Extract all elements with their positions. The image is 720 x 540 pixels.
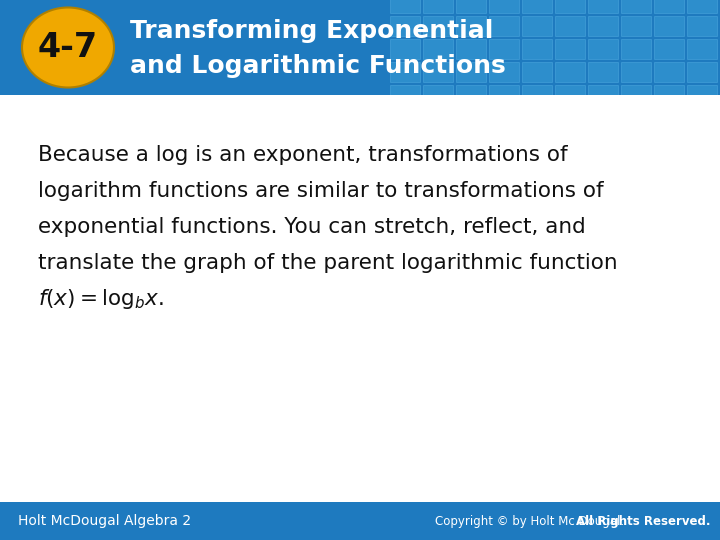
Text: Copyright © by Holt Mc Dougal.: Copyright © by Holt Mc Dougal. (435, 515, 710, 528)
Bar (588, 85, 618, 105)
Bar (390, 39, 420, 59)
Text: translate the graph of the parent logarithmic function: translate the graph of the parent logari… (38, 253, 618, 273)
Bar (390, 0, 420, 13)
Bar (522, 0, 552, 13)
Bar (390, 85, 420, 105)
Bar (621, 16, 651, 36)
Text: 4-7: 4-7 (38, 31, 98, 64)
Bar (522, 16, 552, 36)
Bar (423, 62, 453, 82)
Bar (687, 16, 717, 36)
Bar (687, 85, 717, 105)
Bar (423, 39, 453, 59)
Bar (456, 62, 486, 82)
Bar (555, 62, 585, 82)
Bar (687, 62, 717, 82)
Bar (489, 62, 519, 82)
Bar (390, 62, 420, 82)
Bar (654, 39, 684, 59)
Bar (522, 39, 552, 59)
Bar (489, 16, 519, 36)
Bar (588, 62, 618, 82)
Text: Transforming Exponential: Transforming Exponential (130, 19, 493, 43)
Bar (621, 39, 651, 59)
Bar (489, 85, 519, 105)
Text: and Logarithmic Functions: and Logarithmic Functions (130, 55, 505, 78)
Bar (489, 39, 519, 59)
Bar (456, 39, 486, 59)
Bar (621, 0, 651, 13)
Ellipse shape (22, 8, 114, 87)
Bar (588, 39, 618, 59)
Bar (522, 85, 552, 105)
Bar (555, 85, 585, 105)
Text: Because a log is an exponent, transformations of: Because a log is an exponent, transforma… (38, 145, 567, 165)
Text: All Rights Reserved.: All Rights Reserved. (575, 515, 710, 528)
Bar (423, 85, 453, 105)
Bar (654, 62, 684, 82)
Bar (555, 39, 585, 59)
Text: logarithm functions are similar to transformations of: logarithm functions are similar to trans… (38, 181, 603, 201)
Bar (654, 0, 684, 13)
Bar (522, 62, 552, 82)
Bar (621, 62, 651, 82)
Bar (687, 0, 717, 13)
Bar (687, 39, 717, 59)
Bar (456, 85, 486, 105)
Text: exponential functions. You can stretch, reflect, and: exponential functions. You can stretch, … (38, 217, 586, 237)
Bar (555, 16, 585, 36)
Text: $f(x) = \mathrm{log}_b x.$: $f(x) = \mathrm{log}_b x.$ (38, 287, 164, 311)
Bar (654, 85, 684, 105)
Bar (621, 85, 651, 105)
Bar (588, 16, 618, 36)
Bar (390, 16, 420, 36)
Bar (456, 16, 486, 36)
Bar (423, 0, 453, 13)
Bar (423, 16, 453, 36)
Bar (654, 16, 684, 36)
Bar (456, 0, 486, 13)
Bar (555, 0, 585, 13)
Bar (588, 0, 618, 13)
Bar (489, 0, 519, 13)
Text: Holt McDougal Algebra 2: Holt McDougal Algebra 2 (18, 514, 191, 528)
